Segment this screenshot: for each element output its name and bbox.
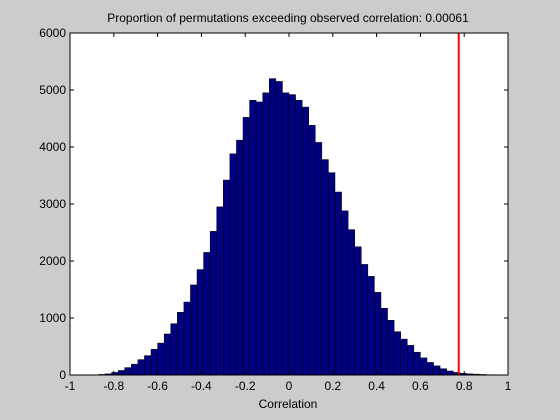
histogram-bar [269,78,277,376]
y-tick-label: 0 [59,368,66,382]
histogram-bar [301,106,309,376]
histogram-bar [255,101,263,376]
histogram-bar [275,81,283,376]
histogram-bar [223,179,231,376]
histogram-bar [420,357,428,376]
histogram-bar [150,349,158,376]
x-tick-label: -0.6 [147,379,168,393]
y-tick-label: 4000 [39,140,66,154]
histogram-bar [249,100,257,376]
x-tick-label: 1 [505,379,512,393]
histogram-bar [177,312,185,376]
histogram-bar [236,139,244,376]
histogram-bar [242,117,250,376]
histogram-bar [262,92,270,376]
histogram-bar [328,172,336,376]
histogram-bar [361,264,369,376]
x-tick-label: -1 [65,379,76,393]
histogram-bar [216,206,224,376]
x-tick-label: 0.6 [412,379,429,393]
histogram-bar [131,363,139,376]
x-axis-label: Correlation [259,397,318,411]
histogram-bar [321,159,329,376]
histogram-bar [413,351,421,376]
histogram-bar [354,246,362,376]
x-tick-label: 0 [286,379,293,393]
y-tick-label: 3000 [39,197,66,211]
histogram-bar [407,345,415,376]
histogram-bar [433,365,441,376]
x-tick-label: 0.8 [456,379,473,393]
histogram-bar [282,92,290,376]
chart-title: Proportion of permutations exceeding obs… [107,11,469,25]
x-tick-label: 0.4 [368,379,385,393]
histogram-bar [203,252,211,376]
histogram-bar [341,210,349,376]
y-axis: 0 1000 2000 3000 4000 5000 6000 [39,26,508,382]
histogram-bar [196,269,204,376]
x-tick-label: -0.8 [103,379,124,393]
histogram-bar [334,191,342,376]
histogram-bar [183,301,191,376]
y-tick-label: 1000 [39,311,66,325]
histogram-bar [308,125,316,376]
histogram-bar [393,331,401,376]
histogram-bar [387,320,395,376]
histogram-bar [367,276,375,376]
histogram-bar [117,370,126,376]
histogram-bar [170,323,178,376]
y-tick-label: 2000 [39,254,66,268]
histogram-bar [124,367,132,376]
histogram-bar [157,342,165,376]
histogram-bar [229,153,237,376]
histogram-bar [209,231,217,376]
histogram-bar [446,370,454,376]
histogram-bar [439,368,447,376]
histogram-bar [144,355,152,376]
histogram-bar [137,359,145,376]
histogram-bar [426,362,434,376]
histogram-bar [347,229,355,376]
histogram-bar [374,292,382,376]
histogram-bars [98,78,493,376]
histogram-bar [190,284,198,376]
x-tick-label: -0.2 [235,379,256,393]
histogram-bar [288,94,296,376]
x-tick-label: 0.2 [324,379,341,393]
y-tick-label: 5000 [39,83,66,97]
y-tick-label: 6000 [39,26,66,40]
histogram-bar [400,338,408,376]
histogram-bar [380,308,388,376]
histogram-bar [163,333,171,376]
histogram-bar [295,100,303,376]
x-axis: -1 -0.8 -0.6 -0.4 -0.2 0 0.2 0.4 0.6 0.8 1 [65,33,512,393]
histogram-bar [315,142,323,376]
x-tick-label: -0.4 [191,379,212,393]
